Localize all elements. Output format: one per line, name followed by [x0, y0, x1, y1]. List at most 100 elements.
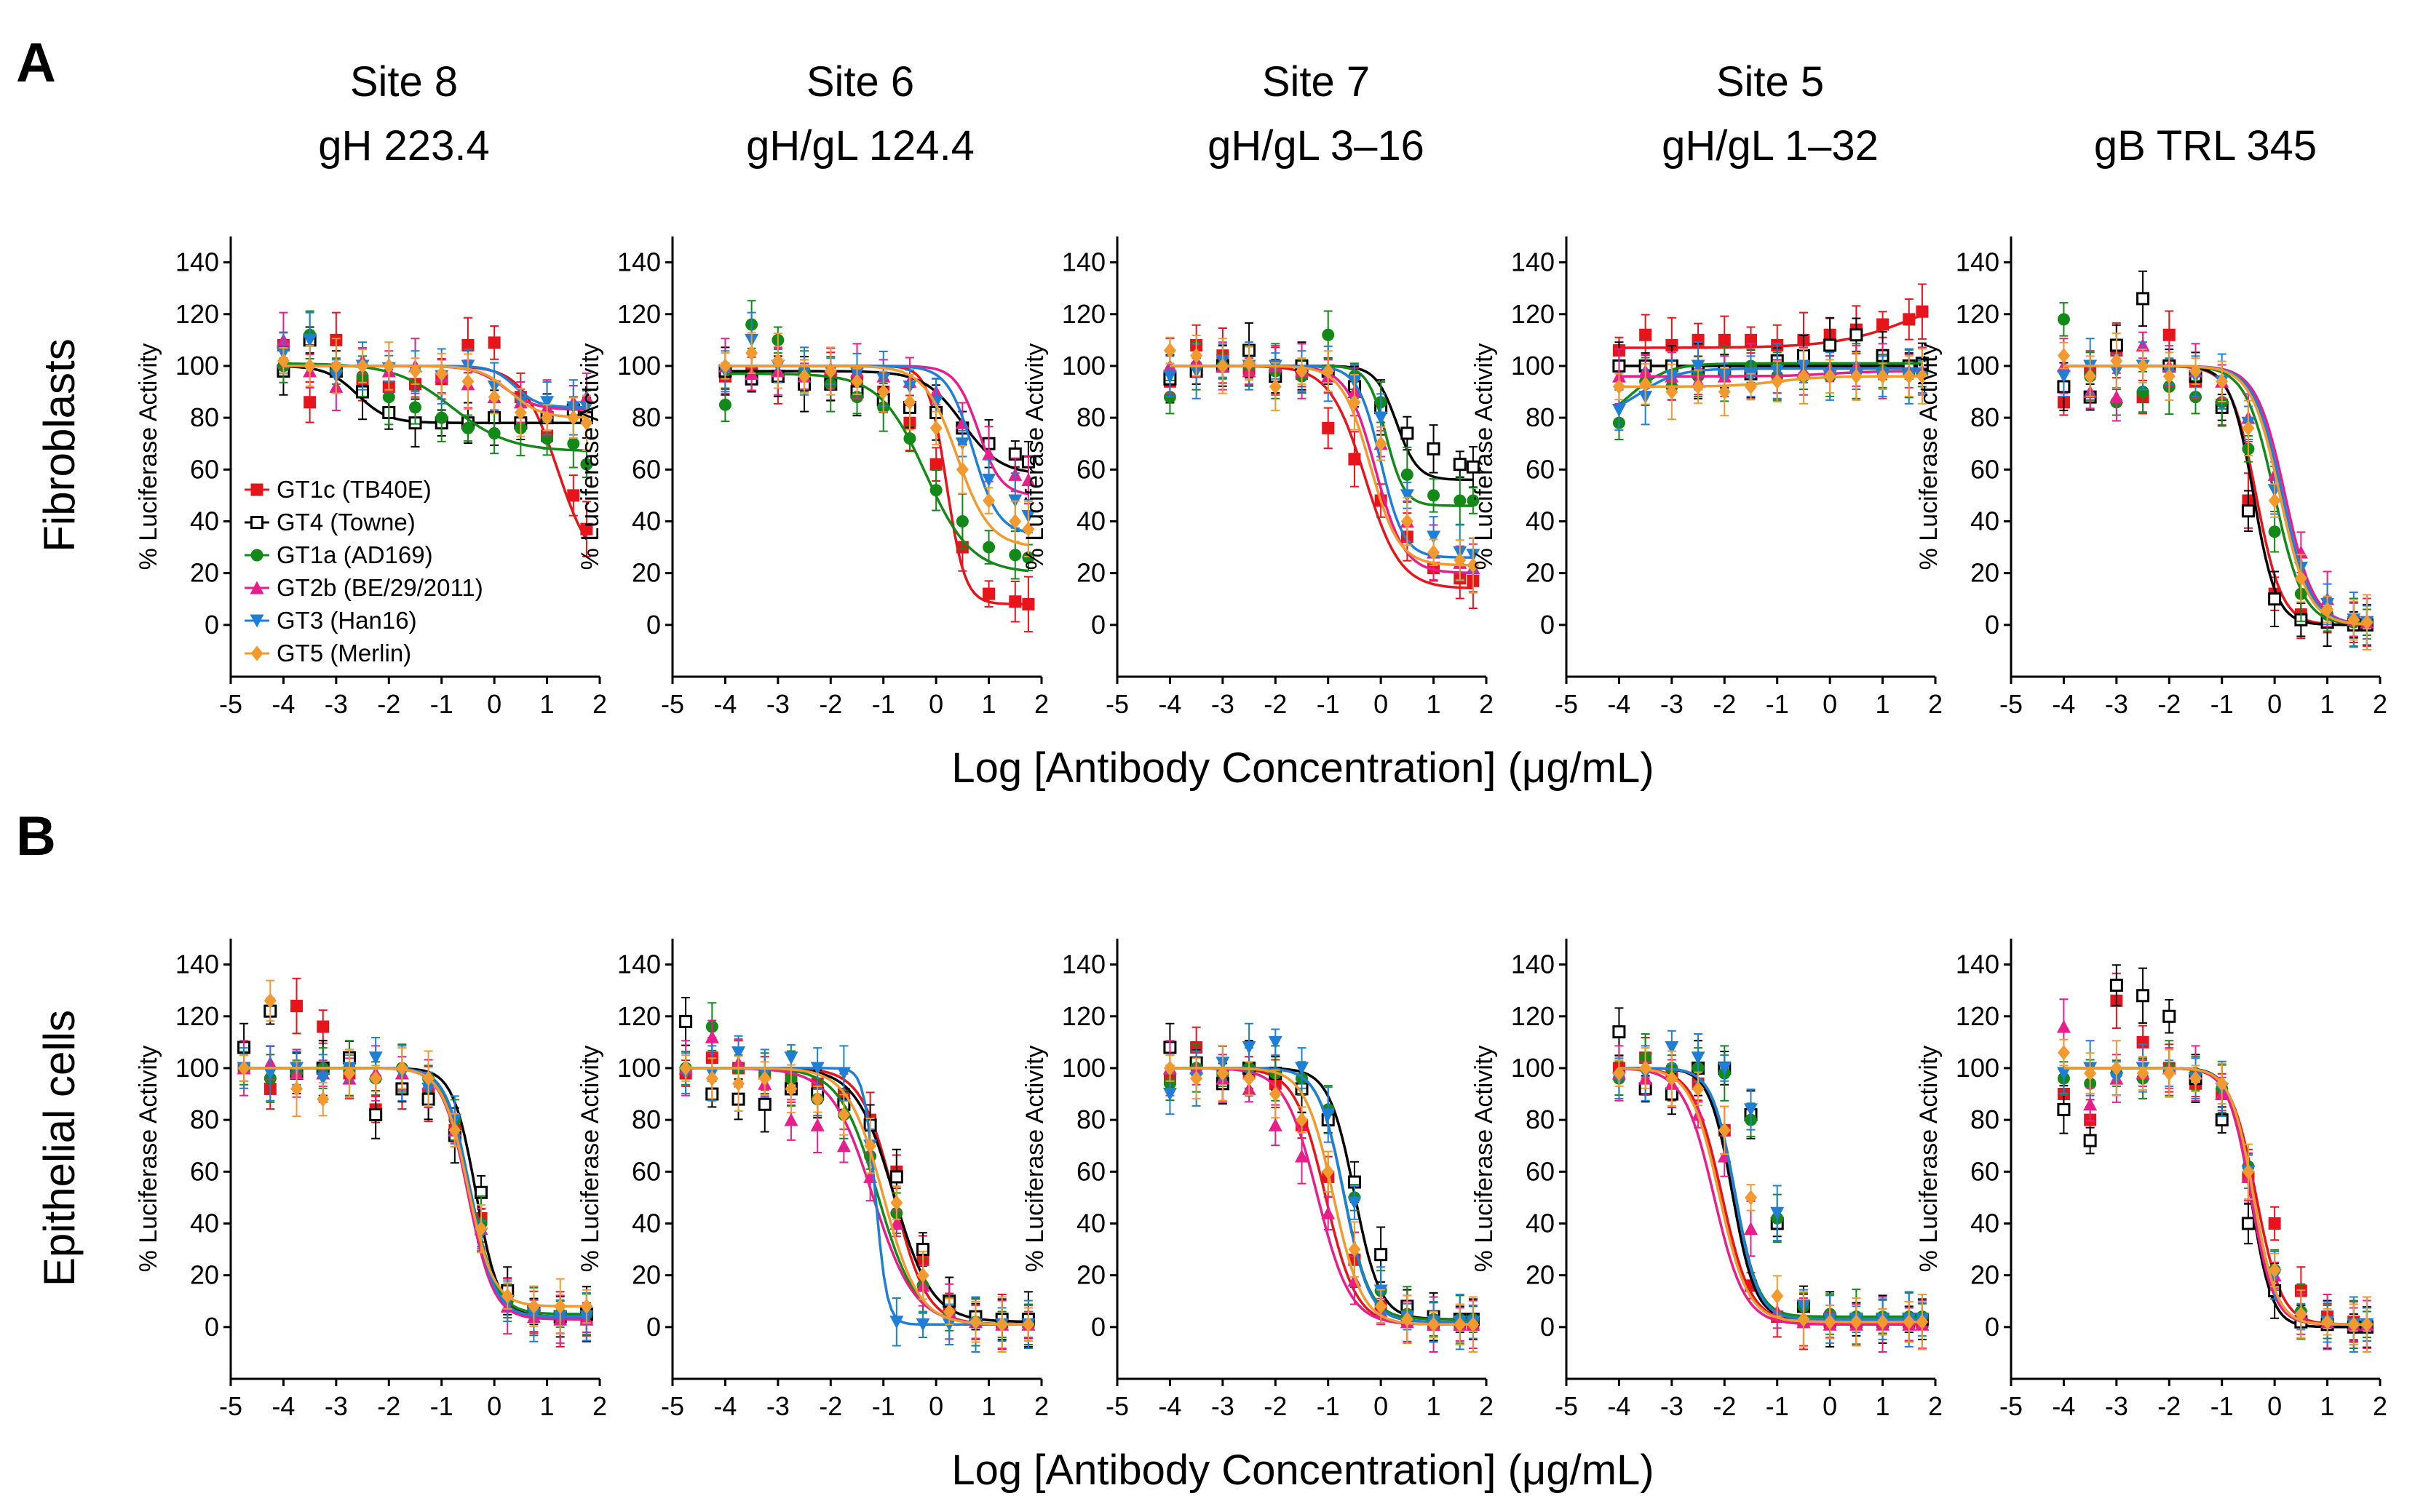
- series-2: [1163, 322, 1480, 488]
- fit-curve: [725, 372, 1029, 573]
- y-tick-label: 40: [1970, 1208, 1999, 1238]
- data-point: [1427, 442, 1440, 455]
- y-tick-label: 140: [175, 950, 219, 979]
- data-point: [2057, 1045, 2070, 1061]
- y-tick-label: 20: [632, 1260, 661, 1290]
- data-point: [943, 1303, 956, 1319]
- data-point: [2321, 1314, 2334, 1330]
- data-point: [1717, 1062, 1732, 1075]
- data-point: [1296, 363, 1308, 379]
- data-point: [356, 358, 369, 374]
- x-tick-label: 0: [1823, 1391, 1837, 1421]
- data-point: [2360, 1316, 2374, 1332]
- y-tick-label: 140: [1956, 247, 1999, 277]
- data-point: [316, 1072, 330, 1086]
- y-tick-label: 120: [1511, 1001, 1555, 1031]
- y-tick-label: 140: [1956, 950, 1999, 979]
- data-point: [1022, 521, 1035, 537]
- fit-curve: [686, 1067, 1028, 1326]
- data-point: [1321, 1206, 1336, 1219]
- x-tick-label: -2: [1713, 689, 1736, 719]
- data-point: [263, 1067, 277, 1081]
- x-tick-label: -4: [2052, 1391, 2075, 1421]
- data-point: [1665, 384, 1678, 400]
- data-point: [2294, 570, 2307, 586]
- legend-item: GT2b (BE/29/2011): [245, 574, 483, 601]
- data-point: [567, 437, 580, 450]
- legend-label: GT5 (Merlin): [277, 640, 411, 667]
- series-5: [1162, 1022, 1480, 1350]
- x-tick-label: -3: [2105, 689, 2128, 719]
- data-point: [837, 1107, 850, 1123]
- y-tick-label: 100: [1511, 1053, 1555, 1083]
- data-point: [1745, 378, 1757, 394]
- column-title-4-line1: Site 5: [1716, 58, 1824, 106]
- data-point: [956, 461, 969, 477]
- y-tick-label: 60: [1076, 454, 1106, 484]
- x-tick-label: -2: [2157, 689, 2181, 719]
- data-point: [1022, 597, 1035, 610]
- data-point: [2321, 601, 2334, 617]
- data-point: [1467, 557, 1480, 573]
- data-point: [955, 437, 969, 451]
- data-point: [2360, 614, 2374, 630]
- data-point: [1770, 1206, 1785, 1220]
- data-point: [1797, 1311, 1810, 1327]
- x-tick-label: 2: [592, 689, 607, 719]
- fit-curve: [244, 1067, 587, 1318]
- x-tick-label: 2: [2373, 689, 2387, 719]
- data-point: [448, 1122, 461, 1138]
- data-point: [1823, 368, 1836, 384]
- data-point: [836, 1067, 851, 1081]
- x-axis-label-row-a: Log [Antibody Concentration] (μg/mL): [951, 744, 1654, 792]
- data-point: [731, 1046, 746, 1060]
- data-point: [1322, 1163, 1335, 1179]
- plot-epithelial-1: % Luciferase Activity020406080100120140-…: [135, 939, 607, 1421]
- y-tick-label: 40: [1076, 506, 1106, 536]
- y-tick-label: 60: [1526, 1156, 1555, 1186]
- data-point: [304, 358, 317, 374]
- data-point: [679, 1014, 693, 1028]
- data-point: [1849, 328, 1863, 342]
- data-point: [2189, 1070, 2202, 1086]
- data-point: [1744, 1222, 1758, 1236]
- data-point: [2136, 358, 2149, 374]
- data-point: [435, 411, 448, 424]
- data-point: [983, 587, 996, 600]
- fit-curve: [686, 1067, 1028, 1326]
- column-title-3-line2: gH/gL 3–16: [1208, 122, 1424, 170]
- x-tick-label: -4: [271, 1391, 295, 1421]
- legend-label: GT1a (AD169): [277, 541, 433, 568]
- y-axis-title: % Luciferase Activity: [135, 343, 162, 570]
- data-point: [580, 458, 593, 471]
- data-point: [2136, 1035, 2149, 1049]
- fit-curve: [1170, 1067, 1473, 1324]
- x-tick-label: -4: [1607, 689, 1630, 719]
- data-point: [1876, 368, 1889, 384]
- data-point: [1639, 376, 1652, 392]
- y-tick-label: 20: [1076, 1260, 1106, 1290]
- legend-marker: [250, 549, 263, 562]
- y-tick-label: 0: [1091, 1312, 1106, 1342]
- data-point: [2242, 420, 2255, 436]
- y-tick-label: 20: [632, 558, 661, 588]
- data-point: [1348, 394, 1361, 410]
- legend-item: GT5 (Merlin): [245, 640, 411, 667]
- data-point: [1771, 373, 1784, 389]
- data-point: [488, 389, 501, 405]
- data-point: [784, 1051, 798, 1065]
- plot-epithelial-5: % Luciferase Activity020406080100120140-…: [1915, 939, 2387, 1421]
- x-tick-label: -3: [2105, 1391, 2128, 1421]
- y-tick-label: 120: [1511, 299, 1555, 329]
- data-point: [1216, 1065, 1229, 1081]
- data-point: [2083, 1097, 2098, 1111]
- y-tick-label: 0: [1985, 610, 1999, 640]
- series-2: [2057, 964, 2374, 1350]
- series-2: [2057, 270, 2374, 648]
- data-point: [929, 484, 943, 497]
- fit-curve: [1170, 365, 1473, 575]
- x-tick-label: -3: [1660, 1391, 1684, 1421]
- y-tick-label: 60: [1526, 454, 1555, 484]
- y-tick-label: 60: [632, 454, 661, 484]
- fit-curve: [2063, 1067, 2367, 1326]
